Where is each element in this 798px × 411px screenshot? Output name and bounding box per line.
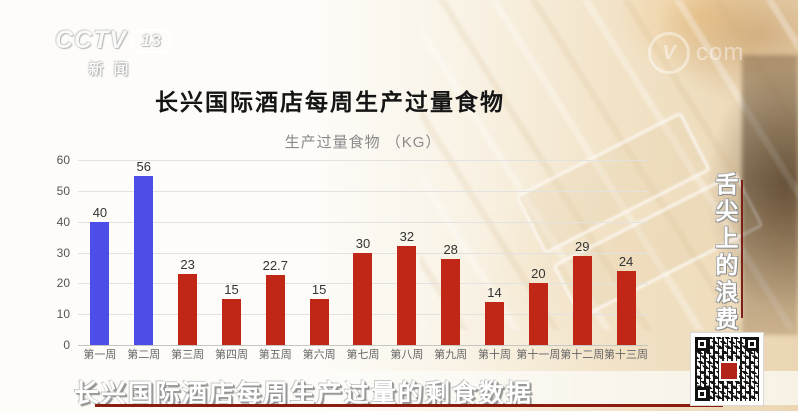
- x-axis-category-label: 第二周: [127, 349, 161, 361]
- watermark-com-text: com: [696, 39, 745, 66]
- qr-code: [691, 333, 763, 405]
- bar-value-label: 23: [180, 257, 195, 273]
- x-axis-category-label: 第十一周: [516, 349, 561, 361]
- bar: [178, 274, 198, 345]
- bar: [397, 246, 417, 345]
- bar: [309, 298, 329, 345]
- bar-value-label: 15: [311, 281, 327, 297]
- bar: [353, 252, 373, 345]
- bar-value-label: 22.7: [262, 258, 288, 274]
- bar-value-label: 28: [443, 241, 458, 257]
- x-axis-category-label: 第九周: [434, 349, 468, 361]
- watermark-circle-icon: V: [648, 32, 690, 74]
- bar: [221, 298, 241, 345]
- x-axis-category-label: 第五周: [258, 349, 292, 361]
- bar-column: 32 第八周: [385, 160, 429, 361]
- bar-value-label: 29: [574, 238, 590, 254]
- qr-finder-icon: [695, 387, 709, 401]
- bar-chart-plot: 40 第一周 56 第二周 23 第三周 15 第四周 22.7 第五周 15 第六周 30 第七周 32 第…: [78, 159, 648, 362]
- y-axis-tick-label: 30: [56, 245, 70, 260]
- y-axis-tick-label: 0: [63, 338, 70, 352]
- gridline: [78, 345, 648, 346]
- chart-title: 长兴国际酒店每周生产过量食物: [155, 90, 505, 115]
- bar-value-label: 14: [487, 284, 502, 300]
- cctv-channel-number: 13: [131, 28, 172, 53]
- x-axis-category-label: 第六周: [302, 349, 336, 361]
- bar: [441, 258, 461, 345]
- banner-vertical-line: [741, 180, 743, 318]
- x-axis-category-label: 第十周: [478, 349, 512, 361]
- cctv-logo-text: CCTV: [55, 26, 128, 54]
- bar: [90, 221, 110, 345]
- bar-value-label: 40: [92, 204, 108, 220]
- cctv-com-watermark: V com: [648, 32, 744, 74]
- x-axis-category-label: 第十二周: [560, 349, 605, 361]
- y-axis-tick-label: 10: [56, 307, 70, 322]
- y-axis-tick-label: 60: [56, 153, 70, 167]
- bar-column: 15 第六周: [297, 160, 341, 361]
- caption-text: 长兴国际酒店每周生产过量的剩食数据: [74, 380, 534, 408]
- cctv-news-label: 新闻: [88, 61, 139, 78]
- bar-column: 30 第七周: [341, 160, 385, 361]
- bar-value-label: 56: [136, 159, 151, 174]
- background-dark-cabinet: [742, 55, 798, 335]
- caption-red-underline: [95, 404, 723, 407]
- bar: [528, 283, 548, 345]
- y-axis-tick-label: 20: [56, 276, 70, 291]
- bar-column: 22.7 第五周: [253, 160, 297, 361]
- y-axis-labels: 0 10 20 30 40 50 60: [42, 153, 70, 352]
- bar-value-label: 32: [399, 229, 415, 245]
- qr-finder-icon: [695, 337, 709, 351]
- bar-column: 20 第十一周: [516, 160, 560, 361]
- chart-subtitle: 生产过量食物 （KG）: [284, 134, 442, 151]
- bar: [265, 275, 285, 345]
- bar-column: 29 第十二周: [560, 160, 604, 361]
- x-axis-category-label: 第三周: [171, 349, 205, 361]
- bar-value-label: 20: [531, 266, 546, 282]
- bar-column: 23 第三周: [166, 160, 210, 361]
- bar-column: 15 第四周: [210, 160, 254, 361]
- y-axis-tick-label: 40: [56, 214, 70, 229]
- qr-finder-icon: [745, 337, 759, 351]
- bar-column: 28 第九周: [429, 160, 473, 361]
- bar-column: 56 第二周: [122, 159, 166, 362]
- bar-value-label: 24: [618, 254, 634, 269]
- qr-center-logo-icon: [719, 361, 739, 381]
- x-axis-category-label: 第十三周: [604, 349, 649, 361]
- bar: [616, 271, 636, 345]
- bar-column: 40 第一周: [78, 160, 122, 361]
- bar-value-label: 30: [355, 235, 371, 251]
- x-axis-category-label: 第八周: [390, 349, 424, 361]
- x-axis-category-label: 第一周: [83, 349, 117, 361]
- y-axis-tick-label: 50: [56, 183, 70, 198]
- qr-code-pattern: [695, 337, 759, 401]
- cctv-13-logo: CCTV 13 新闻: [55, 26, 172, 79]
- bar-column: 24 第十三周: [604, 160, 648, 362]
- gridline: [78, 160, 648, 161]
- gridline: [78, 190, 648, 192]
- caption-band: [0, 371, 798, 405]
- bar: [572, 255, 592, 345]
- gridline: [78, 221, 648, 223]
- x-axis-category-label: 第七周: [346, 349, 380, 361]
- program-banner-text: 舌尖上的浪费: [712, 172, 738, 334]
- bar: [485, 301, 505, 345]
- x-axis-category-label: 第四周: [214, 349, 248, 361]
- bar-value-label: 15: [224, 281, 239, 297]
- bar-columns: 40 第一周 56 第二周 23 第三周 15 第四周 22.7 第五周 15 第六周 30 第七周 32 第…: [78, 159, 648, 362]
- bar: [134, 176, 154, 345]
- bar-column: 14 第十周: [473, 160, 517, 361]
